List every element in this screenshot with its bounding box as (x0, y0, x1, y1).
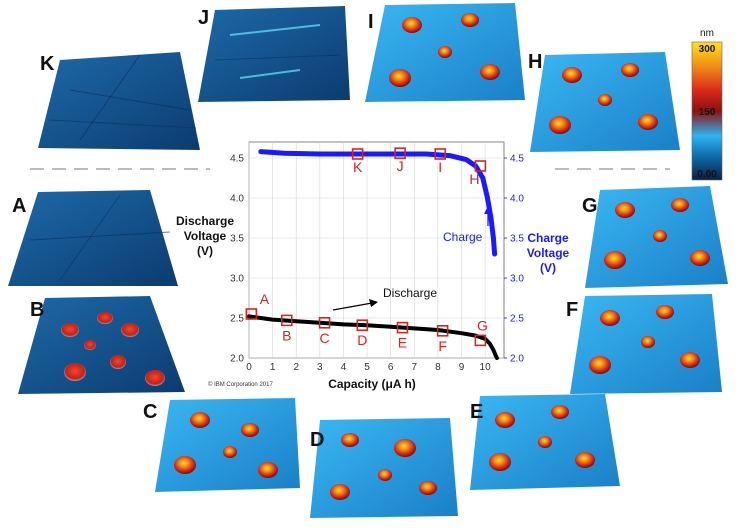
panel-letter-h: H (528, 51, 542, 73)
copyright: © IBM Corporation 2017 (208, 381, 273, 388)
x-tick-label: 8 (435, 362, 441, 373)
right-y-tick-label: 4.5 (510, 154, 524, 165)
marker-label-f: F (438, 338, 447, 354)
panel-letter-j: J (198, 7, 209, 29)
series-line-charge (258, 149, 498, 257)
right-y-tick-label: 4.0 (510, 194, 524, 205)
panel-letter-a: A (12, 195, 26, 217)
charge-arrowhead (484, 206, 492, 214)
x-tick-label: 1 (270, 362, 276, 373)
left-y-tick-label: 2.5 (230, 314, 244, 325)
surface-panel-a (8, 190, 178, 286)
marker-f (436, 324, 449, 337)
right-y-tick-label: 2.0 (510, 354, 524, 365)
x-tick-label: 9 (459, 362, 465, 373)
right-y-tick-label: 3.0 (510, 274, 524, 285)
colorbar-min-label: 0.00 (697, 169, 717, 180)
x-tick-label: 0 (246, 362, 252, 373)
x-tick-label: 10 (480, 362, 492, 373)
marker-label-i: I (438, 159, 442, 175)
left-axis-title-line-2: Voltage (184, 229, 227, 243)
marker-c (318, 316, 331, 329)
voltage-chart: 0 1 2 3 4 5 6 7 8 9 10 2.0 2.5 3.0 3.5 4.0 4.5 2.0 2.5 3.0 3… (176, 141, 570, 391)
surface-panel-b (18, 296, 185, 394)
marker-label-e: E (398, 335, 407, 351)
right-axis-title-line-3: (V) (540, 261, 556, 275)
marker-label-j: J (397, 158, 404, 174)
discharge-arrow (332, 302, 373, 311)
marker-d (356, 319, 369, 332)
right-axis-title-line-2: Voltage (527, 246, 570, 260)
surface-panel-j (198, 6, 350, 102)
left-y-tick-label: 4.5 (230, 154, 244, 165)
x-tick-label: 6 (388, 362, 394, 373)
x-axis-title: Capacity (μA h) (328, 377, 416, 391)
left-y-tick-label: 4.0 (230, 194, 244, 205)
marker-b (280, 314, 293, 327)
marker-label-a: A (260, 291, 270, 307)
surface-panel-h (530, 52, 680, 152)
right-y-tick-label: 2.5 (510, 314, 524, 325)
panel-letter-b: B (30, 299, 44, 321)
marker-label-d: D (357, 332, 367, 348)
chart-ticks: 0 1 2 3 4 5 6 7 8 9 10 2.0 2.5 3.0 3.5 4.0 4.5 2.0 2.5 3.0 3… (230, 154, 524, 374)
marker-g (474, 334, 487, 347)
right-axis-title-line-1: Charge (527, 231, 569, 245)
panel-letter-f: F (566, 299, 578, 321)
surface-panel-e (470, 394, 620, 490)
panel-letter-d: D (310, 429, 324, 451)
panel-letter-c: C (143, 401, 157, 423)
chart-markers: A B C D E F G H I J K (245, 147, 488, 354)
surface-panel-k (38, 52, 200, 150)
x-tick-label: 2 (293, 362, 299, 373)
marker-a (245, 308, 258, 320)
marker-label-h: H (469, 171, 479, 187)
panel-letter-e: E (470, 401, 483, 423)
marker-h (474, 160, 487, 172)
surface-panel-g (585, 186, 728, 288)
x-tick-label: 4 (341, 362, 347, 373)
panel-letter-i: I (368, 11, 374, 33)
colorbar-mid-label: 150 (699, 107, 716, 118)
panel-letters: A B C D E F G H I J K (12, 7, 598, 451)
left-axis-title-line-3: (V) (197, 244, 213, 258)
left-y-tick-label: 2.0 (230, 354, 244, 365)
marker-label-b: B (282, 327, 291, 343)
series-line-discharge (247, 314, 499, 360)
colorbar-unit: nm (700, 28, 714, 39)
x-tick-label: 3 (317, 362, 323, 373)
left-y-tick-label: 3.0 (230, 274, 244, 285)
marker-i (434, 148, 447, 160)
left-y-tick-label: 3.5 (230, 234, 244, 245)
right-y-tick-label: 3.5 (510, 234, 524, 245)
x-tick-label: 5 (364, 362, 370, 373)
x-tick-label: 7 (411, 362, 417, 373)
charge-annotation: Charge (443, 230, 483, 244)
panel-letter-g: G (582, 195, 598, 217)
marker-label-c: C (319, 330, 329, 346)
surface-panel-d (310, 418, 458, 518)
panel-letter-k: K (40, 53, 55, 75)
surface-panel-i (365, 3, 525, 102)
colorbar: nm 300 150 0.00 (691, 28, 723, 181)
surface-panel-c (155, 398, 300, 492)
marker-label-k: K (353, 159, 363, 175)
marker-k (351, 148, 364, 160)
marker-j (394, 147, 406, 159)
marker-e (396, 321, 409, 334)
discharge-annotation: Discharge (383, 286, 437, 300)
chart-series (247, 149, 499, 360)
colorbar-max-label: 300 (699, 44, 716, 55)
left-axis-title-line-1: Discharge (176, 214, 234, 228)
surface-panel-f (570, 294, 722, 394)
marker-label-g: G (477, 317, 488, 333)
discharge-arrowhead (369, 299, 378, 307)
